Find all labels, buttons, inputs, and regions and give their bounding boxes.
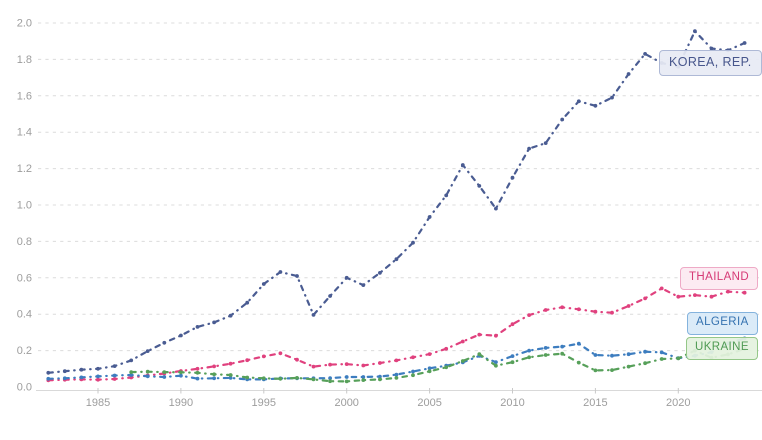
series-line-ukraine xyxy=(129,346,747,384)
svg-text:2020: 2020 xyxy=(666,397,690,409)
svg-text:2000: 2000 xyxy=(334,397,358,409)
svg-text:2.0: 2.0 xyxy=(17,18,32,30)
svg-text:0.0: 0.0 xyxy=(17,382,32,394)
svg-text:1990: 1990 xyxy=(169,397,193,409)
x-axis-labels: 1985 1990 1995 2000 2005 2010 2015 2020 xyxy=(86,388,691,409)
series-label-algeria: ALGERIA xyxy=(687,312,758,335)
series-label-korea-rep: KOREA, REP. xyxy=(659,50,762,76)
svg-text:1985: 1985 xyxy=(86,397,110,409)
svg-text:2005: 2005 xyxy=(417,397,441,409)
svg-text:1.0: 1.0 xyxy=(17,200,32,212)
y-gridlines xyxy=(38,22,762,352)
series-label-thailand: THAILAND xyxy=(680,267,759,290)
svg-text:1.4: 1.4 xyxy=(17,127,32,139)
svg-text:0.8: 0.8 xyxy=(17,236,32,248)
svg-text:2010: 2010 xyxy=(500,397,524,409)
svg-text:1.2: 1.2 xyxy=(17,163,32,175)
series-label-ukraine: UKRAINE xyxy=(686,337,758,360)
svg-text:1.6: 1.6 xyxy=(17,90,32,102)
series-line-korea-rep xyxy=(46,29,747,375)
series-line-thailand xyxy=(46,286,747,383)
svg-text:1995: 1995 xyxy=(252,397,276,409)
svg-text:0.4: 0.4 xyxy=(17,309,32,321)
y-axis-labels: 0.0 0.2 0.4 0.6 0.8 1.0 1.2 1.4 1.6 1.8 2.0 xyxy=(17,18,32,394)
svg-text:0.2: 0.2 xyxy=(17,345,32,357)
svg-text:1.8: 1.8 xyxy=(17,54,32,66)
svg-text:0.6: 0.6 xyxy=(17,272,32,284)
svg-text:2015: 2015 xyxy=(583,397,607,409)
